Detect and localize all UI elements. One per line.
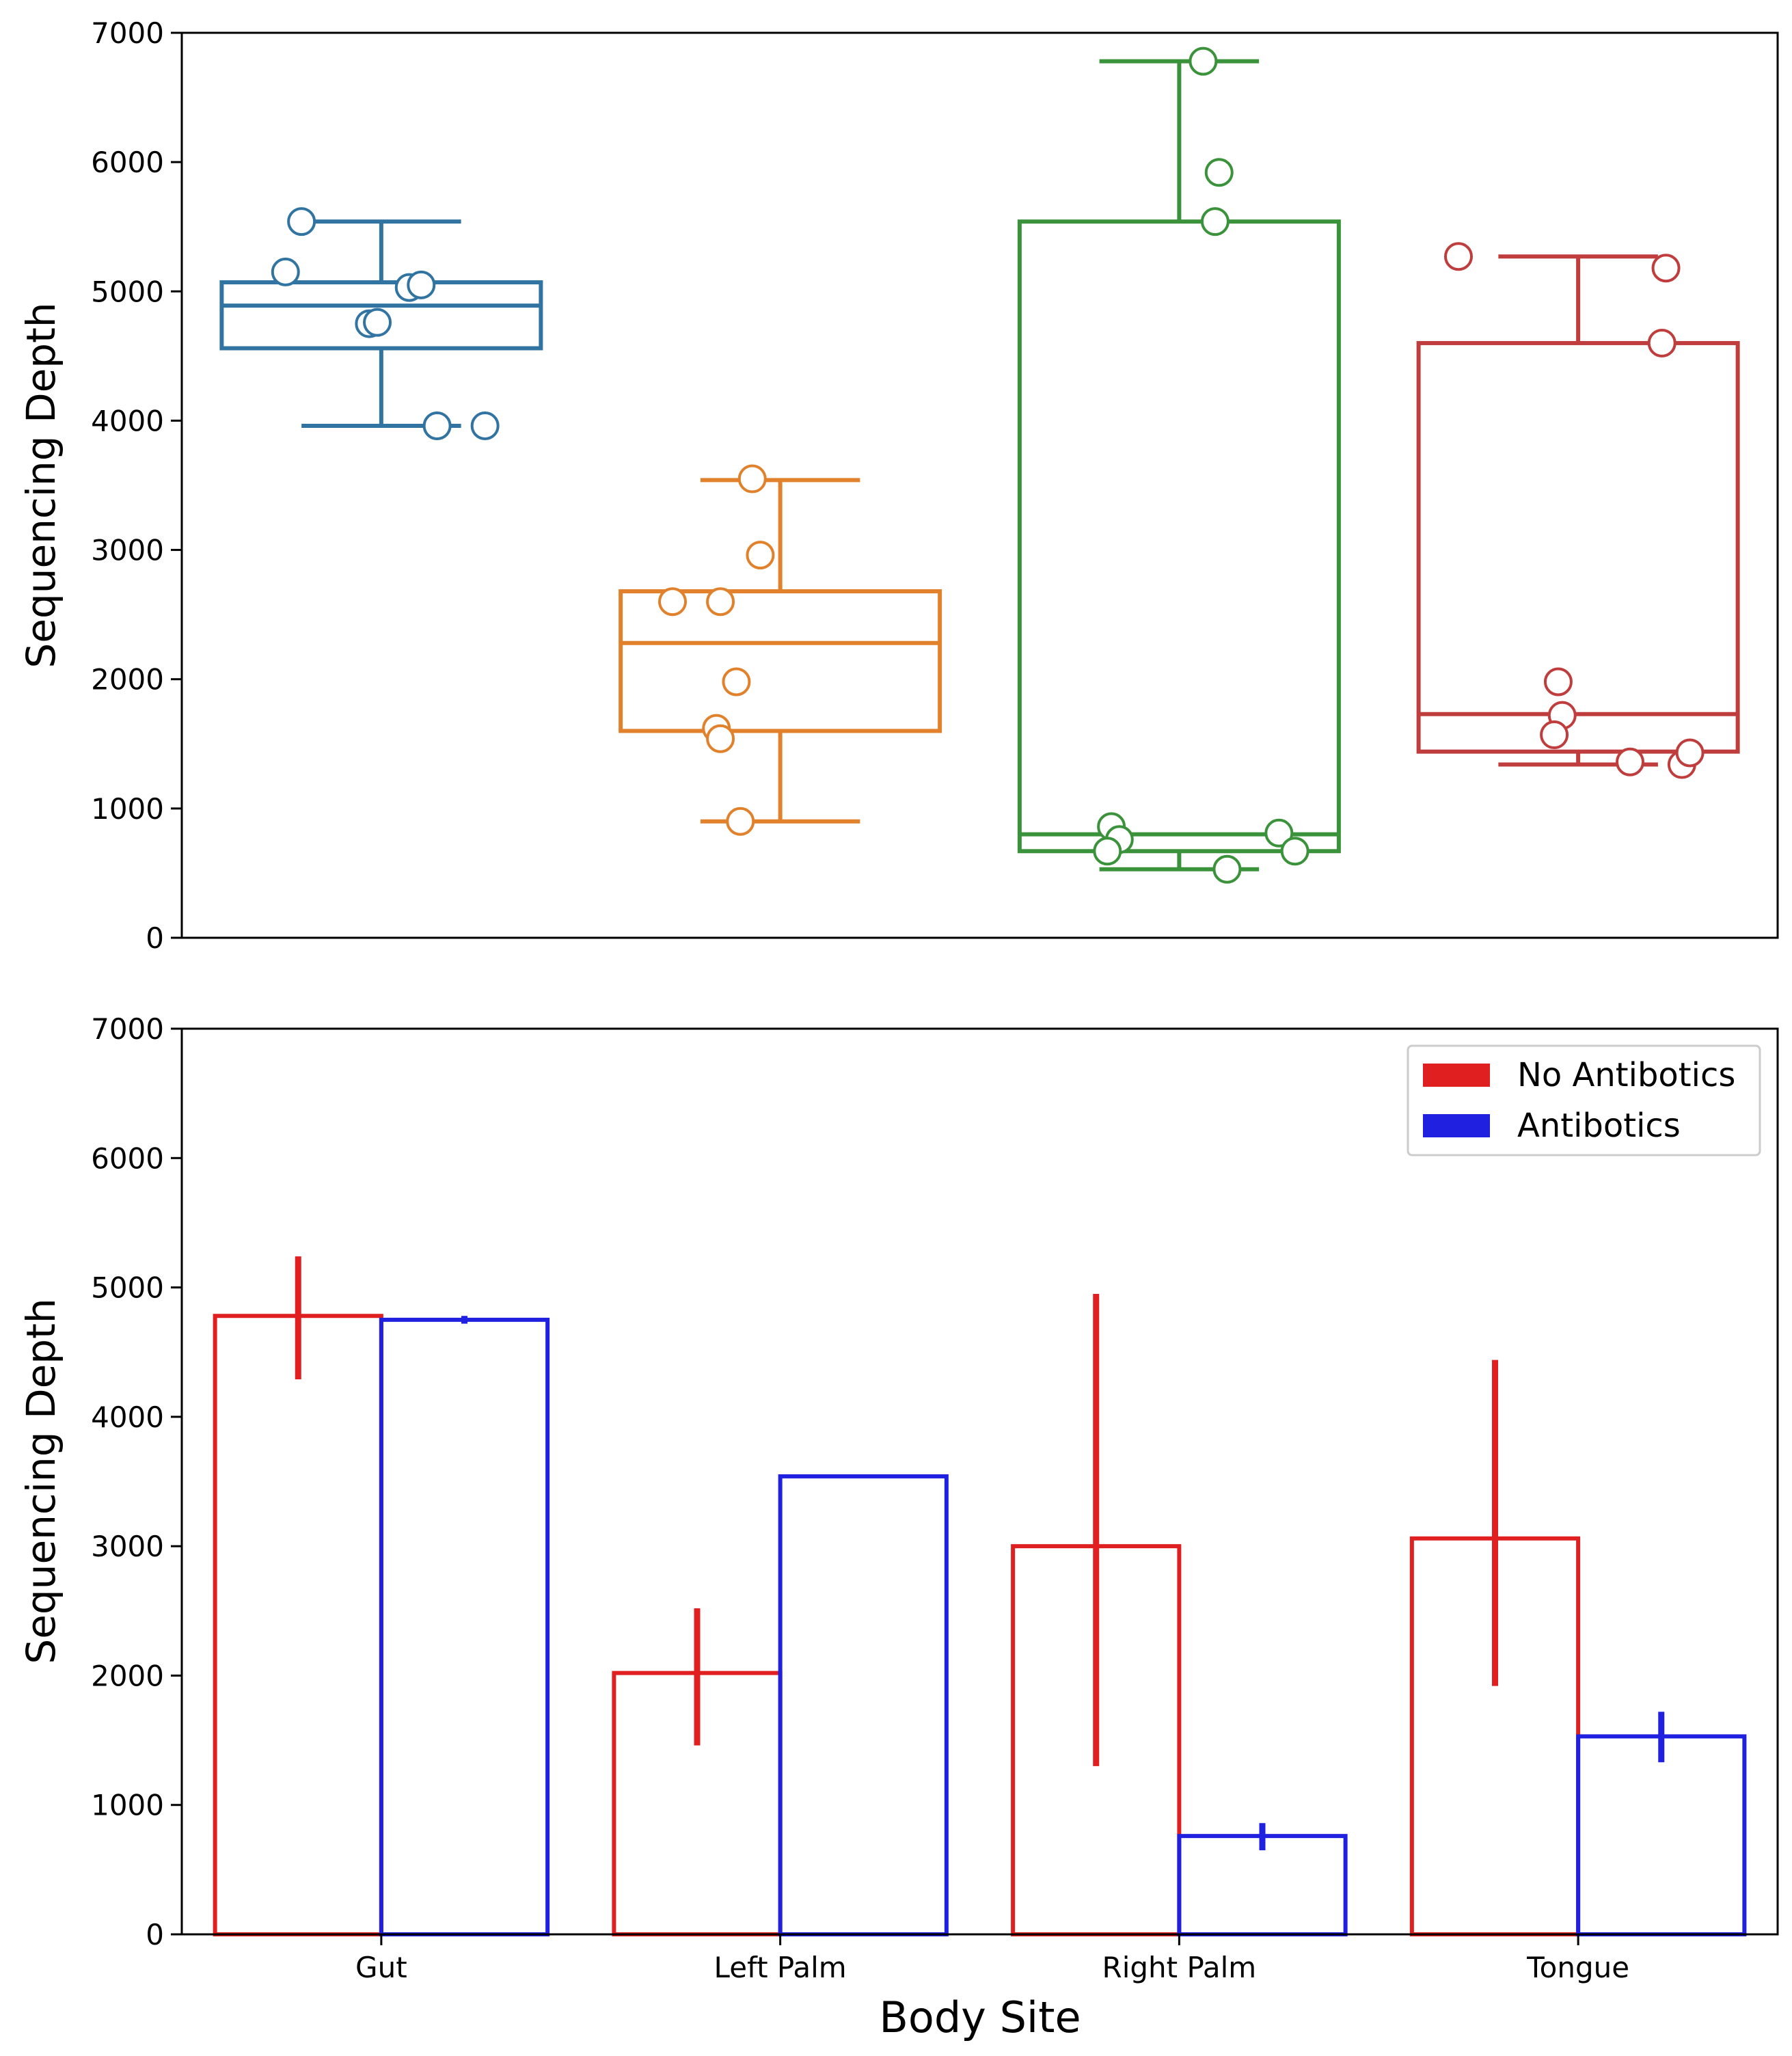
- data-point: [737, 464, 767, 493]
- box-plot-y-tick-label: 5000: [91, 275, 164, 308]
- data-point: [1675, 738, 1705, 768]
- data-point: [271, 257, 300, 286]
- data-point: [706, 587, 735, 617]
- data-point: [422, 411, 452, 440]
- legend-label-antibiotics: Antibotics: [1517, 1107, 1681, 1145]
- bar-right-palm: [1177, 1834, 1348, 1936]
- box-iqr: [1416, 340, 1740, 754]
- bar-chart-panel: 0 1000 2000 3000 4000 5000 6000 7000 Gut Left Pa…: [18, 1012, 1779, 2042]
- box-plot-y-axis-label: Sequencing Depth: [18, 302, 64, 668]
- data-point: [1647, 328, 1676, 357]
- bar-chart-y-tick-label: 4000: [91, 1401, 164, 1434]
- box-right-palm: [1017, 59, 1341, 871]
- data-point: [1280, 837, 1309, 866]
- x-tick-label: Tongue: [1526, 1951, 1629, 1984]
- bar-chart-y-axis-label: Sequencing Depth: [18, 1298, 64, 1664]
- bar-gut: [379, 1317, 550, 1936]
- series-no-antibotics: [213, 1256, 1581, 1936]
- bar-chart-y-tick-label: 1000: [91, 1789, 164, 1822]
- data-point: [363, 308, 392, 337]
- box-tongue: [1416, 254, 1740, 767]
- points-gut: [271, 207, 500, 440]
- box-plot-y-tick-label: 1000: [91, 792, 164, 826]
- data-point: [1204, 158, 1234, 187]
- legend-swatch-no-antibiotics: [1423, 1064, 1490, 1087]
- legend-swatch-antibiotics: [1423, 1114, 1490, 1137]
- box-plot-y-tick-label: 7000: [91, 16, 164, 50]
- bar-chart-y-tick-label: 5000: [91, 1271, 164, 1305]
- data-point: [746, 541, 775, 570]
- data-point: [706, 724, 735, 753]
- data-point: [658, 587, 688, 617]
- series-antibotics: [379, 1316, 1747, 1936]
- x-tick-label: Right Palm: [1102, 1951, 1257, 1984]
- data-point: [726, 807, 755, 836]
- data-point: [1264, 818, 1294, 848]
- bar-chart-y-tick-label: 3000: [91, 1530, 164, 1563]
- legend-label-no-antibiotics: No Antibotics: [1517, 1056, 1735, 1094]
- box-plot-y-tick-label: 0: [146, 921, 164, 955]
- x-tick-label: Gut: [355, 1951, 407, 1984]
- box-plot-frame: [180, 31, 1779, 939]
- legend: No Antibotics Antibotics: [1407, 1044, 1761, 1156]
- data-point: [1093, 837, 1122, 866]
- data-point: [1651, 254, 1681, 283]
- bar-chart-y-tick-label: 7000: [91, 1012, 164, 1046]
- bar-chart-content: [213, 1256, 1747, 1936]
- bar-chart-y-tick-label: 2000: [91, 1659, 164, 1692]
- bar-gut: [213, 1314, 383, 1936]
- points-left-palm: [658, 464, 775, 836]
- data-point: [470, 411, 500, 440]
- box-plot-y-tick-label: 2000: [91, 663, 164, 696]
- box-plot-y-ticks: 0 1000 2000 3000 4000 5000 6000 7000: [91, 16, 182, 955]
- points-tongue: [1444, 242, 1705, 779]
- bar-chart-x-axis-label: Body Site: [879, 1992, 1081, 2042]
- box-iqr: [1017, 219, 1341, 854]
- bar-chart-frame: [180, 1027, 1779, 1936]
- data-point: [1200, 207, 1230, 236]
- data-point: [1616, 747, 1645, 776]
- data-point: [1540, 720, 1569, 750]
- bar-chart-x-ticks: Gut Left Palm Right Palm Tongue: [355, 1934, 1629, 1984]
- bar-chart-y-ticks: 0 1000 2000 3000 4000 5000 6000 7000: [91, 1012, 182, 1951]
- x-tick-label: Left Palm: [714, 1951, 847, 1984]
- data-point: [1189, 46, 1218, 76]
- box-plot-y-tick-label: 3000: [91, 534, 164, 567]
- bar-chart-y-tick-label: 0: [146, 1918, 164, 1951]
- box-plot-y-tick-label: 4000: [91, 404, 164, 437]
- data-point: [407, 270, 436, 299]
- box-gut: [219, 219, 543, 428]
- box-plot-content: [219, 46, 1740, 884]
- data-point: [1543, 667, 1573, 696]
- data-point: [287, 207, 316, 236]
- bar-tongue: [1576, 1734, 1747, 1936]
- data-point: [1444, 242, 1473, 271]
- box-plot-y-tick-label: 6000: [91, 146, 164, 179]
- data-point: [722, 667, 751, 696]
- data-point: [1212, 854, 1242, 884]
- box-plot-panel: 0 1000 2000 3000 4000 5000 6000 7000 Sequencing…: [18, 16, 1779, 955]
- box-left-palm: [619, 478, 942, 824]
- box-iqr: [219, 280, 543, 351]
- legend-box: [1407, 1044, 1761, 1156]
- box-iqr: [619, 589, 942, 733]
- bar-left-palm: [778, 1474, 949, 1936]
- bar-chart-y-tick-label: 6000: [91, 1141, 164, 1175]
- points-right-palm: [1093, 46, 1309, 884]
